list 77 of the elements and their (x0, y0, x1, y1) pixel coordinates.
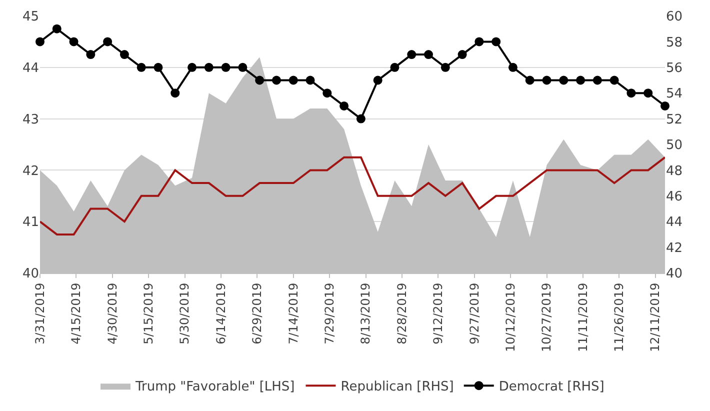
y-tick-label: 45 (22, 10, 39, 25)
x-tick-label: 9/27/2019 (467, 282, 482, 344)
point (407, 50, 416, 60)
y2-tick-label: 56 (666, 60, 683, 76)
point (238, 62, 248, 72)
point (440, 62, 450, 72)
x-tick-label: 6/29/2019 (250, 282, 264, 344)
point (154, 62, 163, 72)
point (559, 76, 568, 85)
y2-tick-label: 42 (666, 240, 683, 256)
point (576, 76, 586, 85)
point (221, 62, 230, 72)
x-tick-label: 12/11/2019 (648, 282, 662, 352)
point (188, 62, 197, 72)
point (660, 101, 670, 110)
legend-label: Democrat [RHS] (498, 380, 604, 395)
point (508, 62, 518, 72)
point (474, 37, 484, 46)
point (120, 50, 129, 60)
point (272, 76, 281, 85)
point (373, 76, 382, 85)
x-tick-label: 8/28/2019 (394, 282, 409, 344)
point (424, 50, 434, 60)
x-tick-label: 11/11/2019 (576, 282, 590, 352)
legend-label: Republican [RHS] (340, 380, 454, 395)
x-tick-label: 6/14/2019 (214, 282, 228, 344)
point (356, 114, 366, 124)
point (255, 76, 264, 85)
point (288, 76, 298, 85)
point (610, 76, 619, 85)
x-tick-label: 7/14/2019 (286, 282, 300, 344)
y-tick-label: 44 (22, 60, 39, 76)
y2-tick-label: 54 (666, 86, 683, 102)
x-tick-label: 11/26/2019 (612, 282, 626, 352)
y2-tick-label: 50 (666, 138, 683, 154)
y2-tick-label: 60 (666, 10, 683, 25)
x-tick-label: 10/12/2019 (503, 282, 518, 352)
y2-tick-label: 44 (666, 215, 683, 230)
y-tick-label: 40 (22, 266, 39, 282)
point (592, 76, 602, 85)
x-tick-label: 8/13/2019 (358, 282, 373, 344)
point (136, 62, 146, 72)
y-tick-label: 41 (22, 215, 39, 230)
y2-tick-label: 52 (666, 112, 683, 128)
x-tick-label: 7/29/2019 (322, 282, 336, 344)
y2-tick-label: 46 (666, 189, 683, 204)
y2-tick-label: 48 (666, 164, 683, 179)
x-tick-label: 3/31/2019 (32, 282, 47, 344)
point (525, 76, 534, 85)
legend-label: Trump "Favorable" [LHS] (134, 380, 295, 395)
y-tick-label: 42 (22, 164, 39, 179)
point (103, 37, 112, 46)
point (204, 62, 214, 72)
point (52, 24, 62, 34)
point (626, 88, 636, 98)
point (36, 37, 44, 46)
x-tick-label: 4/15/2019 (69, 282, 84, 344)
point (492, 37, 501, 46)
x-tick-label: 4/30/2019 (105, 282, 120, 344)
point (644, 88, 653, 98)
line-series (40, 156, 665, 236)
y-tick-label: 43 (22, 112, 39, 128)
point (86, 50, 96, 60)
x-tick-label: 10/27/2019 (540, 282, 554, 352)
y2-tick-label: 58 (666, 35, 683, 50)
x-tick-label: 5/30/2019 (178, 282, 192, 344)
x-tick-label: 5/15/2019 (141, 282, 156, 344)
point (458, 50, 467, 60)
point (306, 76, 315, 85)
y2-tick-label: 40 (666, 266, 683, 282)
point (542, 76, 552, 85)
point (322, 88, 332, 98)
point (390, 62, 400, 72)
x-tick-label: 9/12/2019 (431, 282, 446, 344)
point (170, 88, 180, 98)
point (69, 37, 78, 46)
point (340, 101, 349, 110)
